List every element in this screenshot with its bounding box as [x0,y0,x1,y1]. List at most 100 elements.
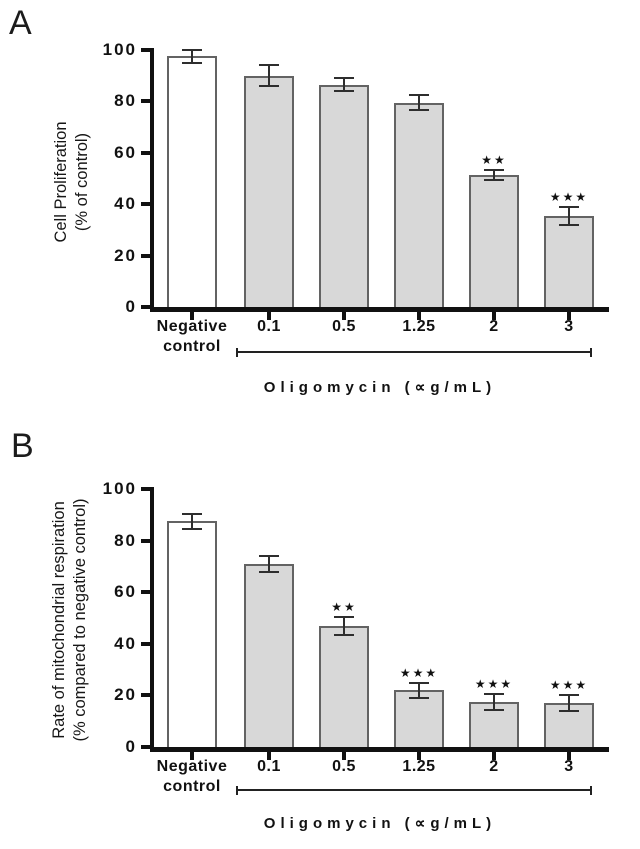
y-tick-label: 60 [114,582,137,602]
bar [469,174,519,307]
error-bar-cap-bottom [334,90,354,93]
error-bar-line [268,556,270,572]
y-tick [141,48,150,52]
error-bar-line [343,78,345,92]
error-bar-cap-bottom [559,223,579,226]
y-tick-label: 100 [102,40,137,59]
error-bar-cap-top [559,205,579,208]
error-bar-line [493,169,495,180]
x-category-label: 1.25 [402,758,436,775]
bar [394,102,444,307]
error-bar-cap-top [559,694,579,697]
x-tick [567,312,571,320]
y-tick [141,641,150,646]
y-tick-label: 20 [114,245,137,265]
dose-bracket-end-left [236,786,238,795]
x-axis-title: Oligomycin (∝g/mL) [263,379,497,396]
x-tick [342,312,346,320]
x-tick [190,752,194,760]
error-bar-cap-bottom [182,61,202,64]
error-bar-cap-top [484,693,504,696]
bar [244,75,294,307]
y-tick-label: 100 [102,479,137,498]
x-category-label: 2 [489,318,499,335]
error-bar-line [418,94,420,111]
dose-bracket-end-right [590,348,592,357]
significance-stars: ★★★ [549,189,589,204]
error-bar-cap-bottom [334,633,354,636]
x-category-label: Negative control [156,318,228,355]
x-tick [417,752,421,760]
x-tick [492,752,496,760]
x-tick [567,752,571,760]
bar [319,625,369,747]
bar [544,215,594,307]
x-category-label: 0.5 [332,318,356,335]
error-bar-cap-bottom [182,527,202,530]
y-tick [141,745,150,749]
x-category-label: 2 [489,758,499,775]
error-bar-line [268,65,270,86]
error-bar-cap-top [334,615,354,618]
y-tick-label: 80 [114,530,137,550]
y-tick [141,150,150,155]
x-category-label: Negative control [156,758,228,795]
y-tick [141,693,150,698]
error-bar-cap-top [182,512,202,515]
error-bar-cap-top [259,64,279,67]
x-tick [267,312,271,320]
y-tick [141,305,150,309]
bar [167,521,217,747]
error-bar-cap-top [182,49,202,51]
error-bar-line [568,695,570,711]
error-bar-line [191,50,193,63]
error-bar-cap-bottom [409,109,429,112]
panel-a-label: A [9,4,32,42]
error-bar-line [568,206,570,225]
y-tick [141,487,150,491]
panel-b-label: B [11,427,34,465]
error-bar-cap-top [409,93,429,96]
dose-bracket-end-right [590,786,592,795]
x-category-label: 1.25 [402,318,436,335]
error-bar-cap-bottom [409,696,429,699]
x-tick [417,312,421,320]
y-tick-label: 80 [114,91,137,111]
dose-bracket-line [237,351,591,353]
dose-bracket-end-left [236,348,238,357]
error-bar-cap-top [484,168,504,171]
x-category-label: 3 [564,758,574,775]
error-bar-cap-bottom [259,84,279,87]
y-tick [141,99,150,104]
error-bar-line [191,513,193,529]
y-tick [141,538,150,543]
bar [244,563,294,747]
y-tick-label: 20 [114,685,137,705]
error-bar-cap-bottom [484,178,504,181]
error-bar-cap-bottom [484,708,504,711]
x-axis-title: Oligomycin (∝g/mL) [263,815,497,832]
y-tick-label: 40 [114,194,137,214]
y-tick [141,253,150,258]
dose-bracket-line [237,789,591,791]
significance-stars: ★★★ [549,678,589,693]
y-tick-label: 0 [125,297,137,316]
x-category-label: 3 [564,318,574,335]
error-bar-cap-bottom [559,709,579,712]
x-tick [492,312,496,320]
significance-stars: ★★★ [399,665,439,680]
y-axis [150,487,154,752]
significance-stars: ★★★ [474,677,514,692]
error-bar-cap-top [259,555,279,558]
y-tick-label: 0 [125,737,137,756]
error-bar-line [418,682,420,698]
x-axis [150,747,609,752]
y-tick [141,590,150,595]
y-axis [150,48,154,312]
error-bar-cap-top [334,77,354,80]
error-bar-cap-bottom [259,570,279,573]
significance-stars: ★★ [331,599,357,614]
x-tick [190,312,194,320]
